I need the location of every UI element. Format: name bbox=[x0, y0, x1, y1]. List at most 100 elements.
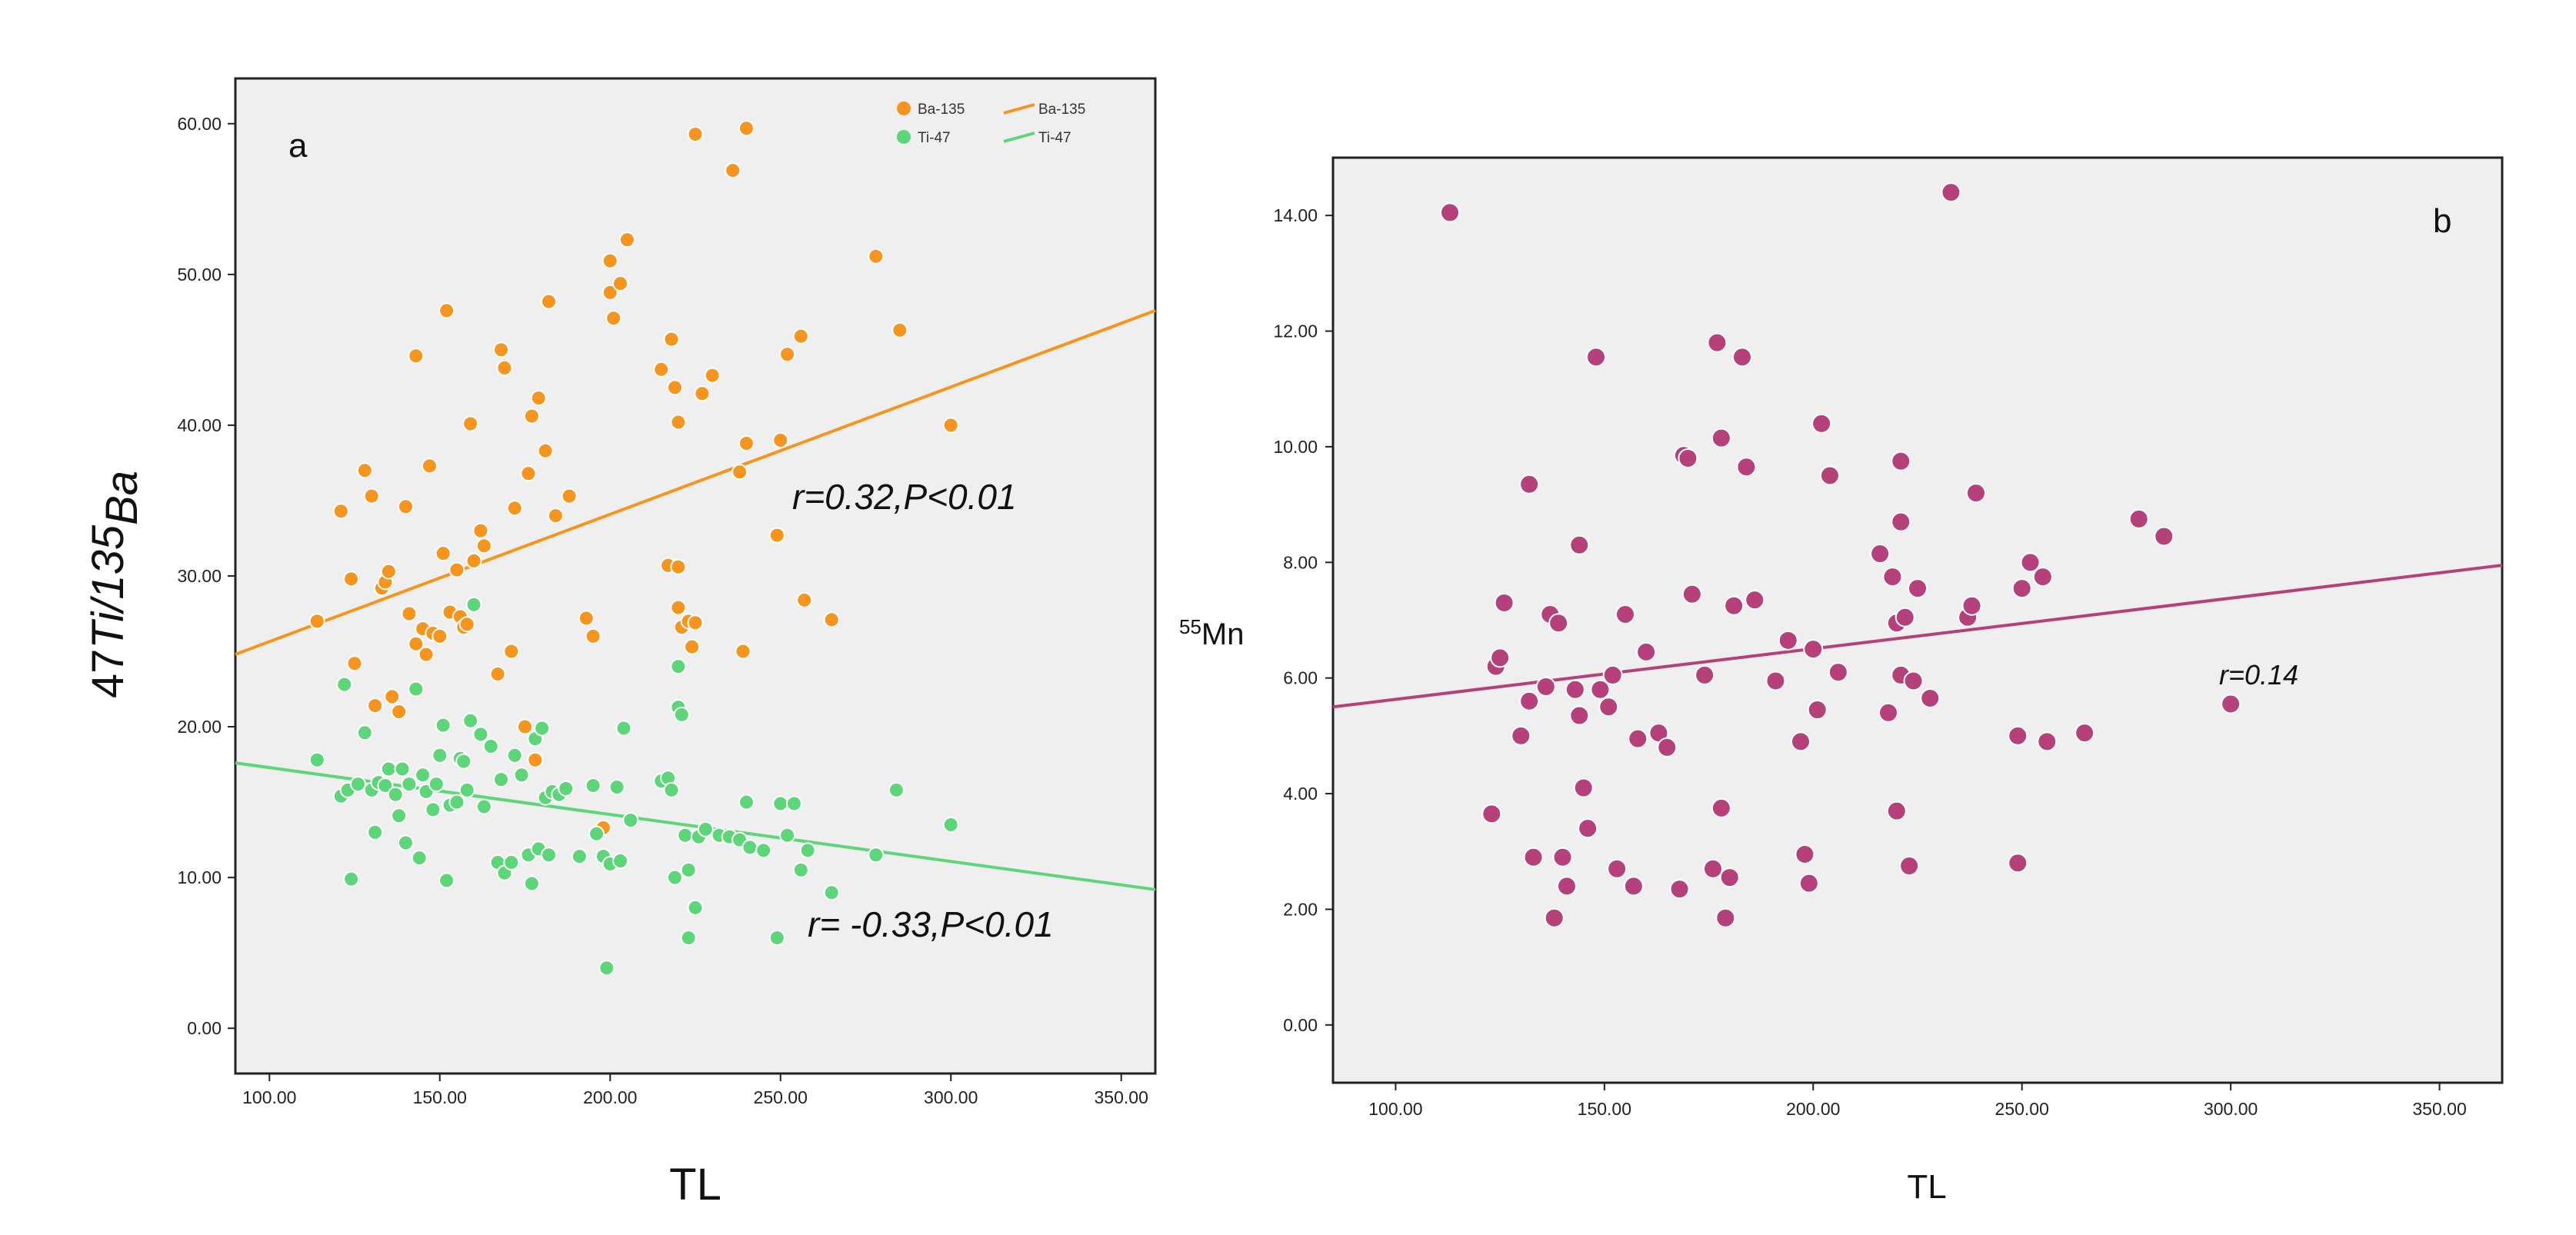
x-tick-label: 200.00 bbox=[583, 1087, 637, 1107]
point-55mn bbox=[1803, 639, 1824, 660]
point-ti47 bbox=[680, 930, 697, 947]
point-55mn bbox=[1440, 202, 1460, 223]
point-ba135 bbox=[779, 346, 796, 363]
point-ba135 bbox=[384, 688, 401, 705]
legend-line-ba135 bbox=[1003, 103, 1035, 115]
panel-b-letter: b bbox=[2433, 202, 2451, 240]
point-ti47 bbox=[615, 720, 632, 737]
point-ba135 bbox=[738, 434, 755, 451]
point-55mn bbox=[1511, 725, 1531, 746]
point-55mn bbox=[2128, 508, 2149, 529]
point-ba135 bbox=[517, 718, 534, 735]
point-ba135 bbox=[401, 605, 418, 622]
point-55mn bbox=[1920, 688, 1941, 709]
point-ti47 bbox=[336, 676, 353, 693]
x-tick-label: 300.00 bbox=[2204, 1099, 2258, 1119]
point-ba135 bbox=[493, 341, 510, 358]
panel-b-annotation: r=0.14 bbox=[2219, 659, 2298, 691]
point-55mn bbox=[1886, 801, 1907, 821]
point-55mn bbox=[2154, 526, 2174, 547]
panel-b-y-ticks: 0.00 2.00 4.00 6.00 8.00 10.00 12.00 14.00 bbox=[1273, 205, 1333, 1035]
x-tick-label: 300.00 bbox=[924, 1087, 978, 1107]
point-ba135 bbox=[942, 417, 959, 434]
point-ba135 bbox=[343, 571, 360, 588]
panel-b-fit-lines bbox=[1332, 564, 2503, 709]
point-ti47 bbox=[680, 861, 697, 878]
point-ba135 bbox=[684, 638, 701, 655]
point-ba135 bbox=[602, 252, 618, 269]
point-55mn bbox=[2032, 567, 2053, 588]
point-ba135 bbox=[792, 328, 809, 345]
point-55mn bbox=[1590, 679, 1611, 700]
point-ti47 bbox=[799, 842, 816, 859]
point-ba135 bbox=[435, 545, 452, 562]
point-ba135 bbox=[530, 390, 547, 407]
y-tick-label: 0.00 bbox=[1283, 1015, 1318, 1035]
y-tick-label: 12.00 bbox=[1273, 321, 1318, 341]
point-55mn bbox=[1519, 691, 1540, 711]
point-ti47 bbox=[411, 850, 428, 867]
point-55mn bbox=[1820, 465, 1840, 486]
point-ti47 bbox=[343, 870, 360, 887]
point-55mn bbox=[1573, 777, 1594, 798]
point-ba135 bbox=[391, 703, 408, 720]
point-55mn bbox=[1695, 664, 1715, 685]
point-ba135 bbox=[663, 331, 680, 348]
point-55mn bbox=[2074, 723, 2095, 744]
point-ba135 bbox=[506, 500, 523, 517]
legend-line-label-ti47: Ti-47 bbox=[1038, 130, 1071, 146]
point-ti47 bbox=[458, 781, 475, 798]
point-ba135 bbox=[520, 465, 537, 482]
panel-b-x-ticks: 100.00 150.00 200.00 250.00 300.00 350.00 bbox=[1368, 1083, 2467, 1119]
legend-marker-ti47 bbox=[897, 130, 911, 144]
point-55mn bbox=[1615, 604, 1635, 624]
panel-a-x-axis-title: TL bbox=[669, 1160, 721, 1210]
point-ba135 bbox=[670, 414, 687, 431]
point-55mn bbox=[1711, 797, 1731, 818]
panel-b-points bbox=[1440, 182, 2241, 928]
point-55mn bbox=[1623, 876, 1644, 897]
point-55mn bbox=[1628, 728, 1648, 749]
point-ti47 bbox=[448, 794, 465, 811]
point-55mn bbox=[1636, 641, 1657, 662]
point-55mn bbox=[1523, 847, 1544, 867]
legend-line-label-ba135: Ba-135 bbox=[1038, 102, 1085, 118]
panel-b: 100.00 150.00 200.00 250.00 300.00 350.00 0.0… bbox=[1179, 156, 2504, 1206]
legend-marker-label-ba135: Ba-135 bbox=[918, 102, 965, 118]
x-tick-label: 150.00 bbox=[413, 1087, 467, 1107]
point-55mn bbox=[1908, 578, 1928, 599]
panel-a-annotation-ti47: r= -0.33,P<0.01 bbox=[808, 904, 1054, 944]
point-55mn bbox=[1598, 697, 1619, 717]
point-55mn bbox=[1494, 592, 1515, 613]
point-ti47 bbox=[792, 861, 809, 878]
point-ti47 bbox=[397, 834, 414, 851]
panel-a-y-ticks: 0.00 10.00 20.00 30.00 40.00 50.00 60.00 bbox=[177, 114, 235, 1038]
point-55mn bbox=[1669, 879, 1690, 900]
panel-a-letter: a bbox=[288, 127, 308, 165]
point-ti47 bbox=[663, 781, 680, 798]
point-ti47 bbox=[349, 776, 366, 793]
y-tick-label: 6.00 bbox=[1283, 668, 1318, 688]
point-55mn bbox=[1569, 534, 1590, 555]
point-55mn bbox=[1870, 544, 1891, 564]
point-ba135 bbox=[772, 432, 789, 449]
point-55mn bbox=[1966, 483, 1986, 504]
point-ti47 bbox=[356, 724, 373, 741]
y-tick-label: 4.00 bbox=[1283, 784, 1318, 804]
panel-b-x-axis-title: TL bbox=[1907, 1168, 1946, 1206]
y-tick-label: 30.00 bbox=[177, 566, 222, 586]
point-55mn bbox=[1724, 595, 1745, 616]
point-ba135 bbox=[537, 442, 554, 459]
point-ba135 bbox=[694, 385, 711, 402]
point-ba135 bbox=[891, 321, 908, 338]
fit-line-ba135 bbox=[235, 309, 1156, 656]
point-ti47 bbox=[425, 801, 442, 818]
x-tick-label: 100.00 bbox=[1368, 1099, 1422, 1119]
point-ti47 bbox=[670, 658, 687, 675]
point-ba135 bbox=[363, 488, 380, 504]
point-ti47 bbox=[697, 821, 714, 837]
y-tick-label: 2.00 bbox=[1283, 899, 1318, 919]
point-ba135 bbox=[475, 538, 492, 554]
point-55mn bbox=[2008, 853, 2028, 874]
panel-a-y-axis-title: 47Ti/135Ba bbox=[83, 471, 147, 698]
